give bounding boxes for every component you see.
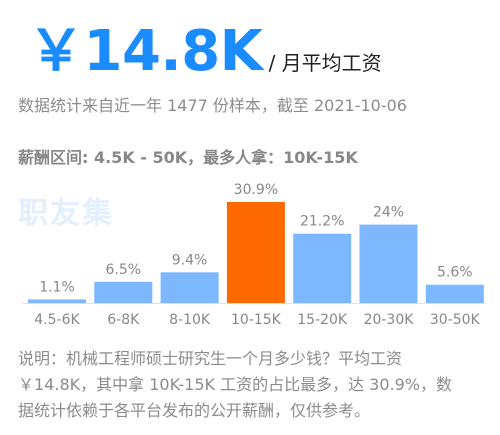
watermark-logo: 职友集 bbox=[18, 196, 114, 231]
bar-value-label: 1.1% bbox=[39, 279, 75, 295]
bar-6-8K bbox=[94, 281, 153, 303]
note-line-2: ￥14.8K，其中拿 10K-15K 工资的占比最多，达 30.9%，数 bbox=[18, 375, 453, 394]
category-tick-label: 8-10K bbox=[169, 312, 211, 328]
category-tick-label: 15-20K bbox=[297, 312, 348, 328]
bar-value-label: 9.4% bbox=[172, 252, 208, 268]
category-tick-label: 30-50K bbox=[430, 312, 481, 328]
bar-20-30K bbox=[359, 224, 418, 303]
bar-10-15K bbox=[226, 202, 285, 303]
average-salary-value: ￥14.8K bbox=[28, 19, 263, 84]
salary-header: ￥14.8K / 月平均工资 bbox=[28, 6, 382, 87]
bar-value-label: 5.6% bbox=[437, 265, 473, 281]
note-line-1: 说明：机械工程师硕士研究生一个月多少钱？平均工资 bbox=[18, 349, 403, 368]
category-tick-label: 20-30K bbox=[364, 312, 415, 328]
salary-range-text: 薪酬区间: 4.5K - 50K，最多人拿：10K-15K bbox=[18, 148, 358, 167]
category-tick-label: 6-8K bbox=[107, 312, 140, 328]
category-tick-label: 4.5-6K bbox=[34, 312, 80, 328]
bar-30-50K bbox=[425, 284, 484, 303]
sample-source-text: 数据统计来自近一年 1477 份样本，截至 2021-10-06 bbox=[18, 96, 407, 115]
bar-value-label: 6.5% bbox=[106, 262, 142, 278]
salary-unit-label: / 月平均工资 bbox=[268, 51, 382, 75]
bar-value-label: 24% bbox=[373, 205, 404, 221]
bar-value-label: 21.2% bbox=[300, 214, 344, 230]
category-tick-label: 10-15K bbox=[231, 312, 282, 328]
bar-4.5-6K bbox=[28, 299, 86, 303]
salary-distribution-chart: 1.1% 4.5-6K 6.5% 6-8K 9.4% 8-10K 30.9% 10-15K 21… bbox=[22, 182, 486, 328]
description-note: 说明：机械工程师硕士研究生一个月多少钱？平均工资 ￥14.8K，其中拿 10K-… bbox=[18, 346, 488, 424]
note-line-3: 据统计依赖于各平台发布的公开薪酬，仅供参考。 bbox=[18, 401, 371, 420]
bar-15-20K bbox=[293, 233, 352, 303]
bar-8-10K bbox=[160, 272, 219, 303]
bar-value-label: 30.9% bbox=[234, 182, 278, 198]
